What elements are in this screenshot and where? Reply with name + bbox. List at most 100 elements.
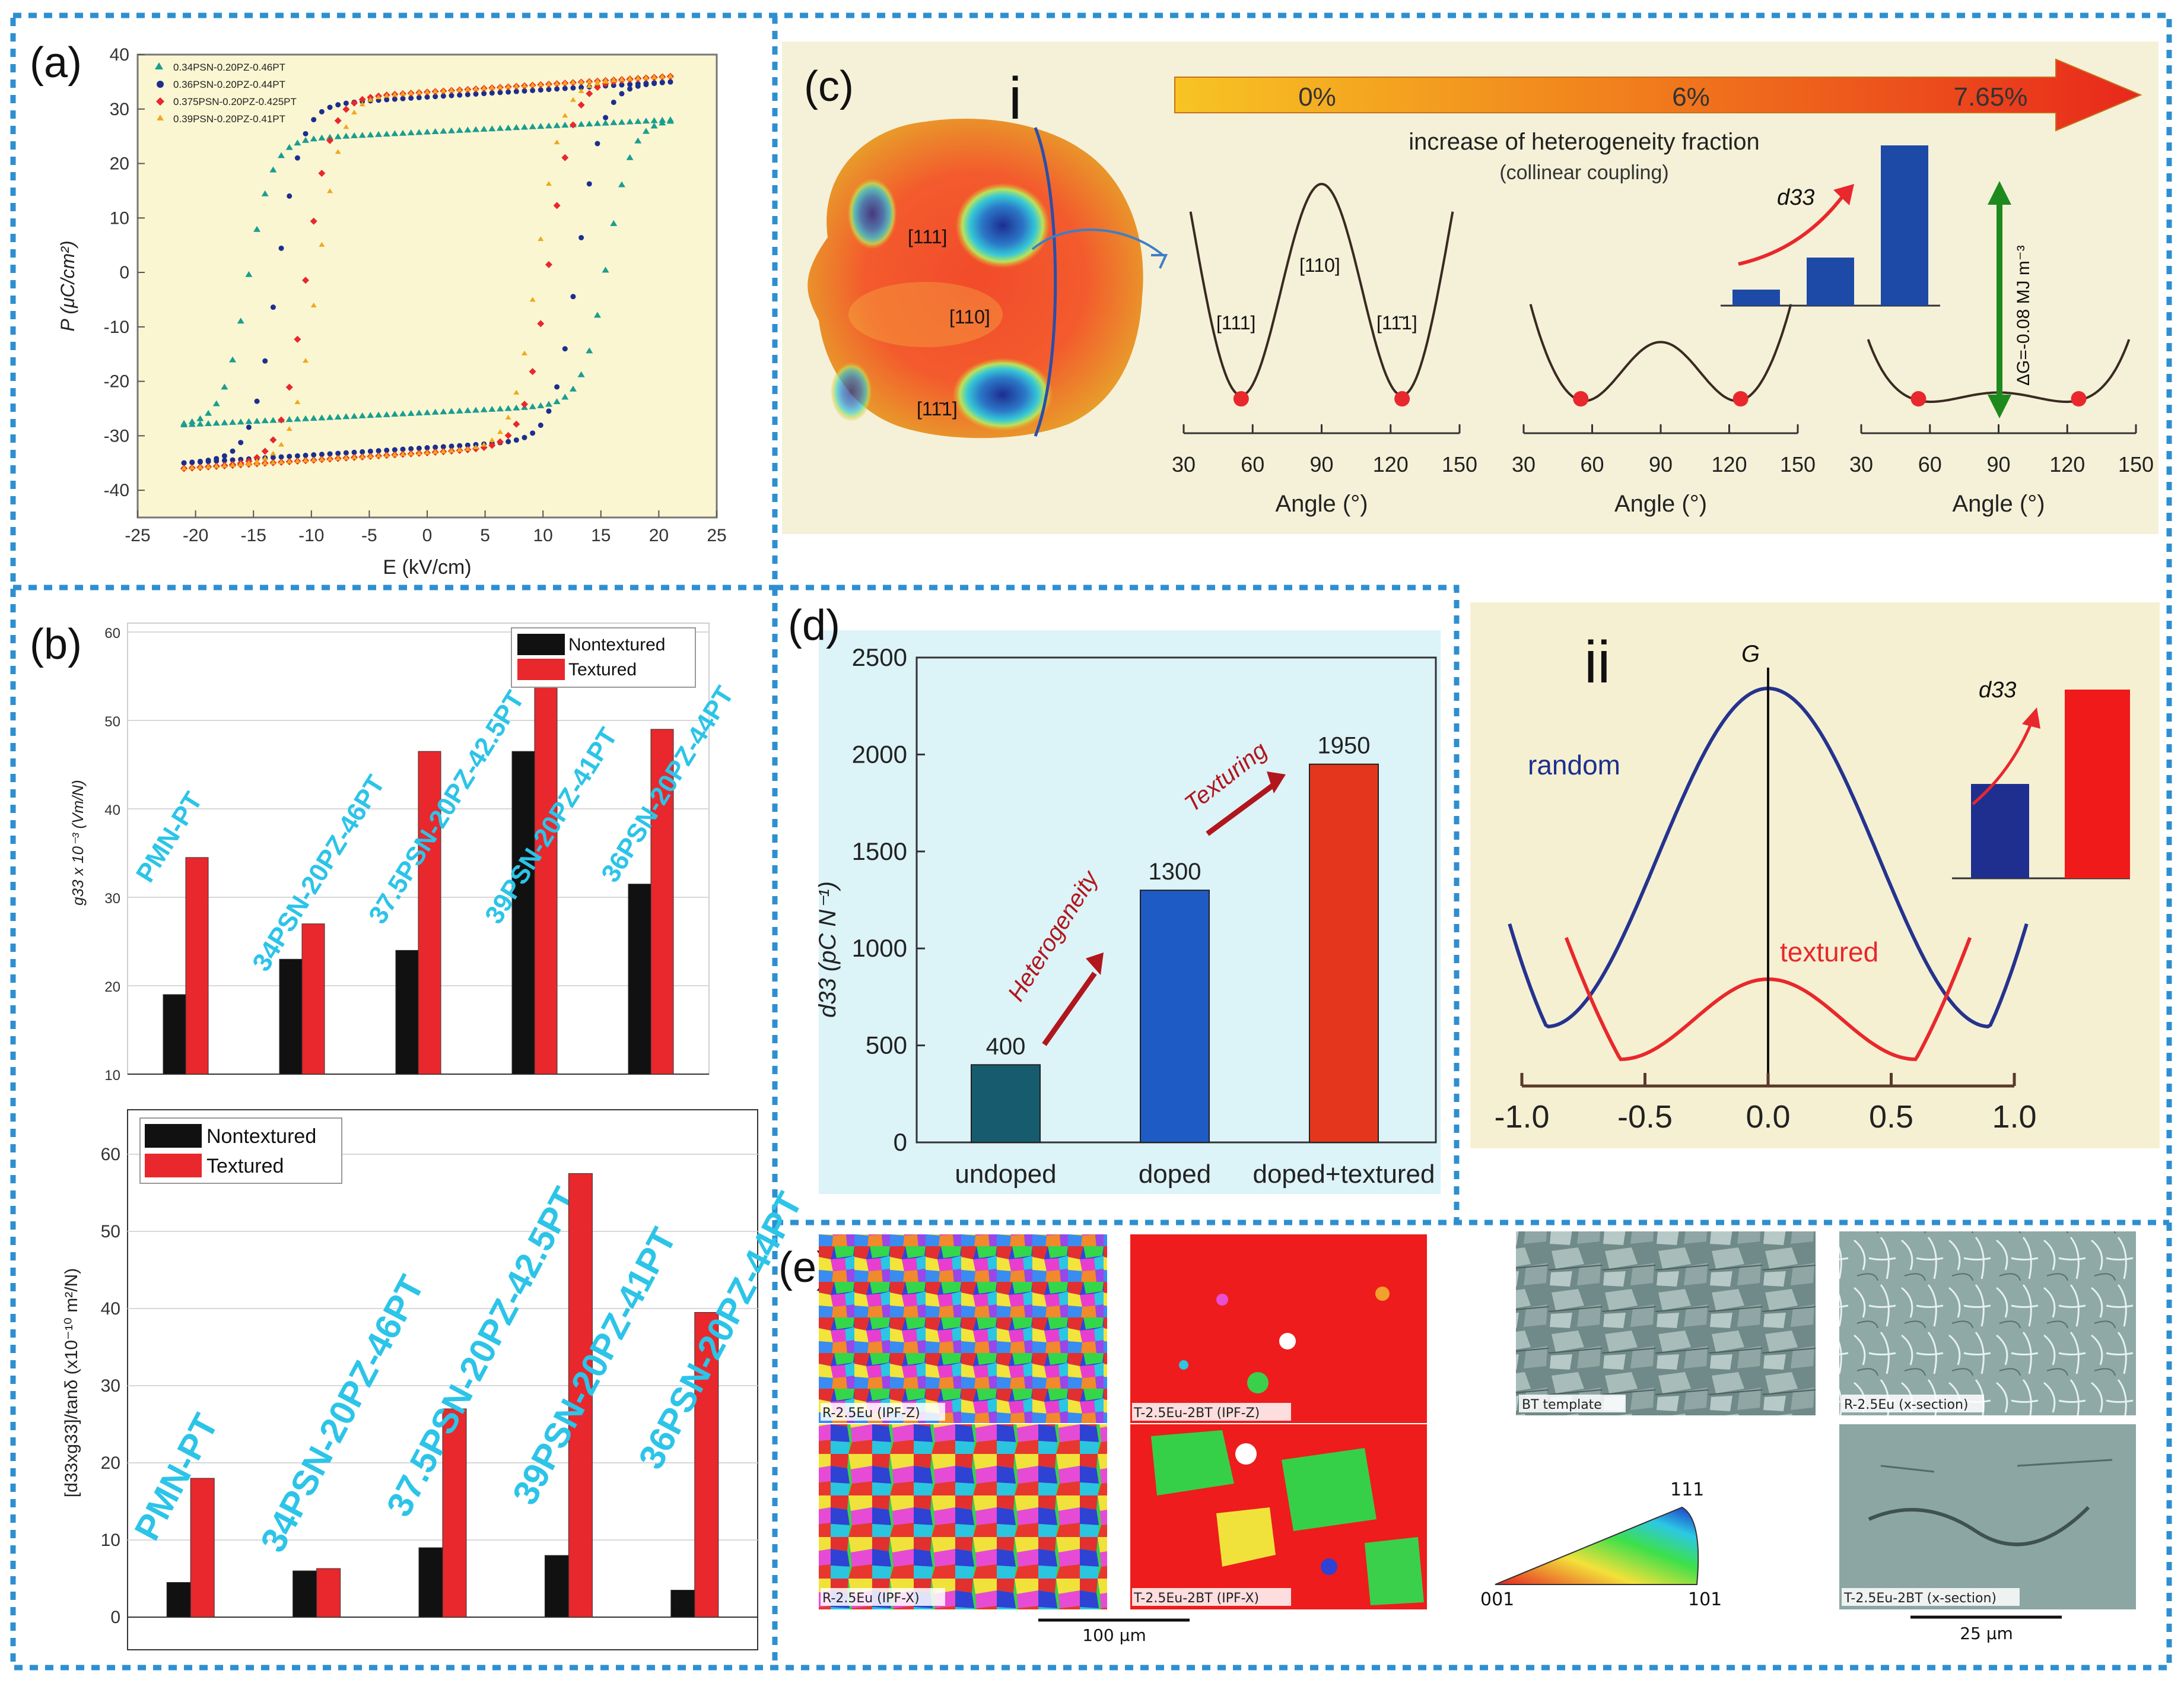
a-point: [424, 128, 431, 135]
a-xtick-label-1: -20: [183, 526, 208, 545]
b2-bar-nontextured-4: [670, 1590, 695, 1618]
a-point: [496, 125, 504, 131]
a-point: [545, 180, 552, 186]
tile-label-5: R-2.5Eu (x-section): [1844, 1398, 1969, 1412]
b2-bar-nontextured-2: [418, 1547, 443, 1618]
a-point: [578, 88, 584, 93]
a-point: [261, 447, 269, 455]
a-point: [651, 74, 657, 80]
a-point: [618, 181, 625, 188]
a-point: [214, 456, 220, 462]
a-point: [538, 423, 543, 428]
a-point: [205, 409, 212, 416]
panel-ii-numeral: ii: [1584, 629, 1610, 696]
plot-d-ylabel: d33 (pC N⁻¹): [815, 881, 841, 1018]
a-point: [416, 90, 422, 95]
sem-t-xsection: T-2.5Eu-2BT (x-section): [1839, 1424, 2136, 1609]
a-point: [254, 461, 260, 466]
a-point: [513, 88, 519, 94]
legend-a-marker-1: [157, 81, 164, 88]
a-point: [546, 408, 552, 414]
legend-b2-swatch-0: [145, 1124, 202, 1148]
b1-bar-textured-0: [185, 857, 209, 1075]
angle-tick-label-1-1: 60: [1580, 452, 1604, 477]
a-point: [432, 449, 438, 454]
a-point: [269, 166, 277, 173]
a-point: [319, 109, 325, 115]
a-point: [603, 115, 609, 120]
a-point: [504, 405, 512, 411]
a-point: [643, 80, 649, 86]
a-point: [246, 460, 252, 465]
a-point: [537, 402, 545, 408]
a-xtick-label-0: -25: [125, 526, 150, 545]
legend-b1-swatch-1: [517, 659, 565, 680]
arrow-label-0: 0%: [1298, 82, 1336, 112]
a-point: [577, 120, 585, 127]
a-point: [651, 80, 657, 86]
angle-tick-label-2-0: 30: [1849, 452, 1873, 477]
triangle-label-111: 111: [1670, 1479, 1704, 1500]
a-point: [278, 245, 284, 251]
b2-ytick-label-5: 50: [101, 1222, 120, 1241]
a-point: [506, 89, 511, 95]
sem-r-xsection: R-2.5Eu (x-section): [1839, 1231, 2136, 1415]
a-point: [221, 419, 228, 425]
a-point: [465, 446, 471, 451]
a-point: [351, 454, 358, 459]
ebsd-tile-r-ipfx: R-2.5Eu (IPF-X): [819, 1424, 1107, 1609]
plot-b2-legend: Nontextured Textured: [139, 1117, 342, 1184]
minimum-dot-left-0: [1233, 391, 1249, 407]
a-point: [626, 118, 634, 125]
a-point: [278, 454, 284, 460]
ii-inset-bar-1: [2065, 690, 2130, 878]
d-ytick-label-1: 500: [866, 1031, 907, 1059]
delta-g-arrow: [1988, 181, 2011, 418]
plot-d-data: 400 undoped 1300 doped 1950 doped+textured: [955, 733, 1435, 1189]
a-point: [294, 415, 301, 422]
a-point: [642, 118, 650, 124]
a-point: [254, 458, 260, 463]
a-point: [287, 193, 293, 199]
a-point: [505, 414, 511, 420]
a-point: [480, 125, 488, 132]
a-point: [586, 90, 593, 97]
d-value-label-0: 400: [986, 1033, 1026, 1059]
panel-e: (e) R-2.5Eu (IPF-Z) T-2.5Eu-2BT (IPF-Z) …: [778, 1231, 2136, 1645]
a-point: [595, 141, 600, 147]
a-point: [602, 119, 609, 126]
a-point: [562, 80, 568, 85]
a-point: [238, 456, 244, 462]
a-point: [424, 449, 430, 455]
a-point: [294, 155, 300, 161]
a-point: [237, 317, 244, 324]
a-point: [570, 85, 576, 91]
panel-ii-plot: -1.0 -0.5 0.0 0.5 1.0: [1494, 668, 2037, 1135]
a-point: [230, 457, 236, 463]
a-point: [302, 415, 310, 421]
a-point: [513, 437, 519, 443]
a-point: [472, 407, 479, 413]
a-point: [431, 408, 439, 415]
ii-xtick-label-4: 1.0: [1992, 1099, 2036, 1135]
panel-ii-inset-d33: d33: [1979, 678, 2016, 703]
a-point: [212, 420, 220, 426]
series-label-textured: textured: [1780, 936, 1878, 967]
a-point: [496, 405, 504, 412]
a-point: [367, 453, 374, 459]
a-point: [254, 398, 260, 404]
a-point: [593, 120, 601, 126]
a-point: [447, 408, 455, 414]
panel-a: (a) -25 -20 -15 -10 -5 0 5 10 15 20 25 -40 -30 -20 -10…: [30, 39, 727, 579]
a-xtick-label-9: 20: [649, 526, 669, 545]
panel-c-inset-d33: d33: [1777, 185, 1814, 210]
d-value-label-2: 1950: [1318, 733, 1371, 759]
a-point: [424, 89, 430, 94]
a-point: [270, 450, 276, 456]
scale-label-25: 25 μm: [1960, 1624, 2013, 1643]
panel-b-label: (b): [30, 621, 82, 668]
a-point: [262, 460, 268, 465]
plot-a-ylabel: P (μC/cm²): [57, 240, 78, 331]
d-category-label-2: doped+textured: [1252, 1160, 1435, 1189]
a-point: [351, 99, 358, 107]
